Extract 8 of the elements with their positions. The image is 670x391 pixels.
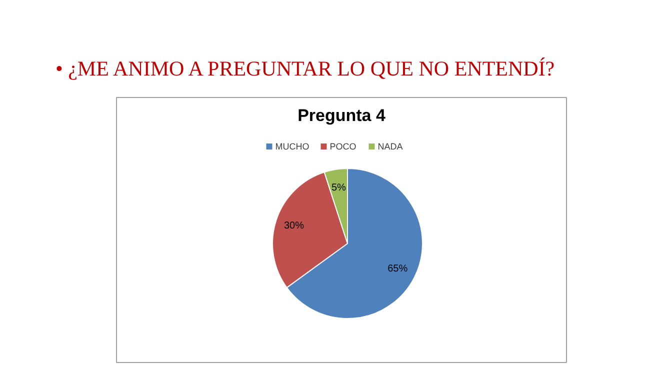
chart-subtitle: Pregunta 4 [298,106,386,125]
legend-label: NADA [378,142,403,152]
data-label: 65% [388,264,408,275]
chart-title: • ¿ME ANIMO A PREGUNTAR LO QUE NO ENTENDÍ? [56,56,555,80]
data-label: 5% [331,182,346,194]
data-label: 30% [284,220,304,232]
legend-label: MUCHO [275,142,310,152]
legend-label: POCO [330,142,356,152]
